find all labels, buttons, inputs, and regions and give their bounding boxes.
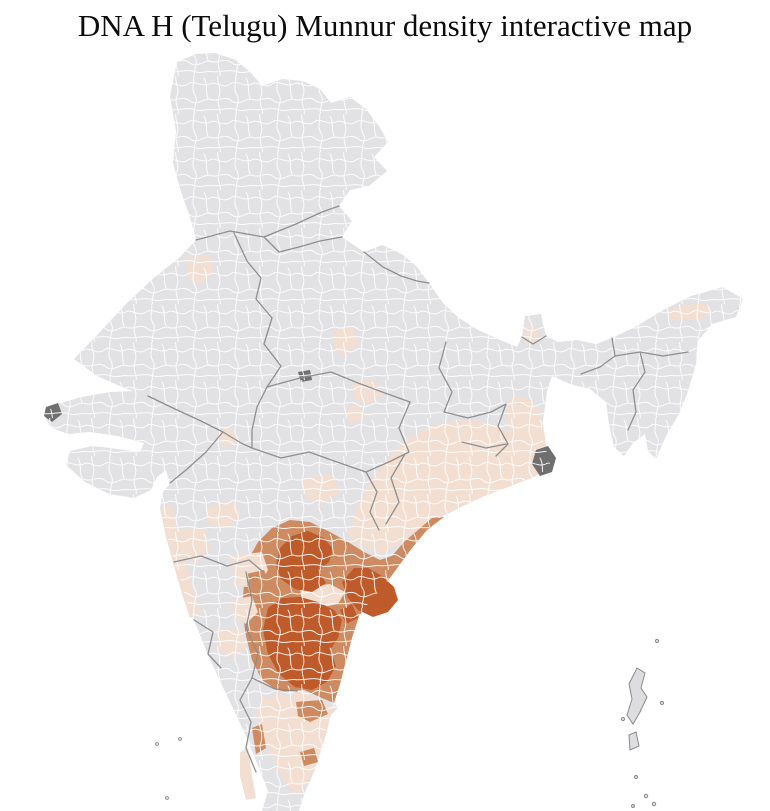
region-andaman-islands[interactable] xyxy=(620,638,665,808)
andaman-south-island[interactable] xyxy=(628,731,640,751)
district-boundaries-mesh xyxy=(44,53,743,811)
map-title: DNA H (Telugu) Munnur density interactiv… xyxy=(77,8,693,43)
andaman-main-island[interactable] xyxy=(626,667,648,725)
region-lakshadweep-islands[interactable] xyxy=(155,737,182,800)
state-borders xyxy=(147,205,689,773)
